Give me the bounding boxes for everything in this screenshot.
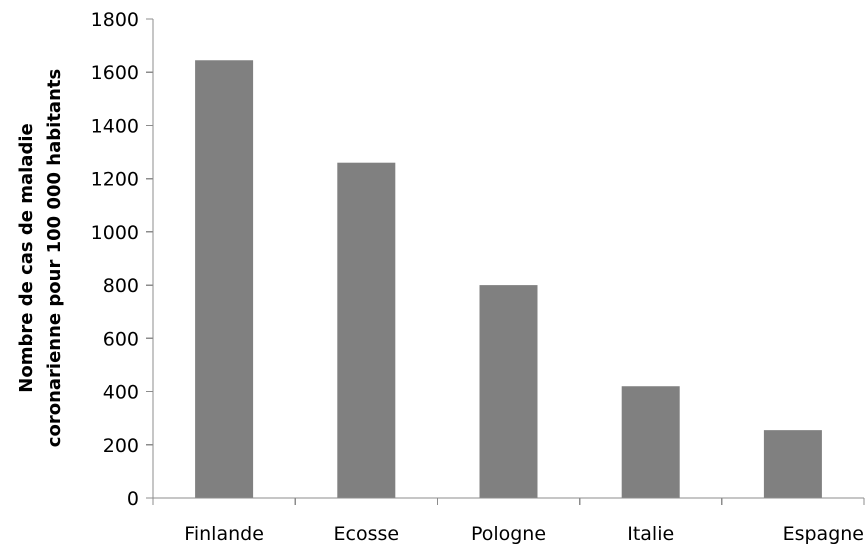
bars: [195, 60, 822, 498]
y-axis-title-line-1: Nombre de cas de maladie: [16, 123, 37, 392]
bar-italie: [621, 386, 680, 498]
bar-finlande: [195, 60, 254, 498]
x-axis-ticks: [152, 498, 865, 505]
x-axis-labels: Finlande Ecosse Pologne Italie Espagne: [184, 523, 864, 545]
bar-pologne: [479, 285, 538, 498]
y-tick-label: 1000: [91, 222, 139, 244]
x-tick-label: Pologne: [471, 523, 546, 545]
x-tick-label: Italie: [627, 523, 674, 545]
y-tick-label: 1200: [91, 169, 139, 191]
y-axis-title: Nombre de cas de maladie coronarienne po…: [16, 69, 65, 447]
y-tick-label: 1400: [91, 115, 139, 137]
y-tick-label: 200: [103, 435, 139, 457]
y-axis-ticks: 0 200 400 600 800 1000 1200 1400 1600 1800: [91, 9, 153, 510]
y-tick-label: 0: [127, 488, 139, 510]
x-tick-label: Ecosse: [334, 523, 400, 545]
bar-espagne: [763, 430, 822, 498]
y-tick-label: 400: [103, 382, 139, 404]
x-tick-label: Finlande: [184, 523, 264, 545]
y-tick-label: 800: [103, 275, 139, 297]
bar-ecosse: [337, 162, 396, 498]
y-tick-label: 1600: [91, 62, 139, 84]
y-tick-label: 1800: [91, 9, 139, 31]
y-axis-title-line-2: coronarienne pour 100 000 habitants: [44, 69, 65, 447]
x-tick-label: Espagne: [783, 523, 864, 545]
y-tick-label: 600: [103, 328, 139, 350]
